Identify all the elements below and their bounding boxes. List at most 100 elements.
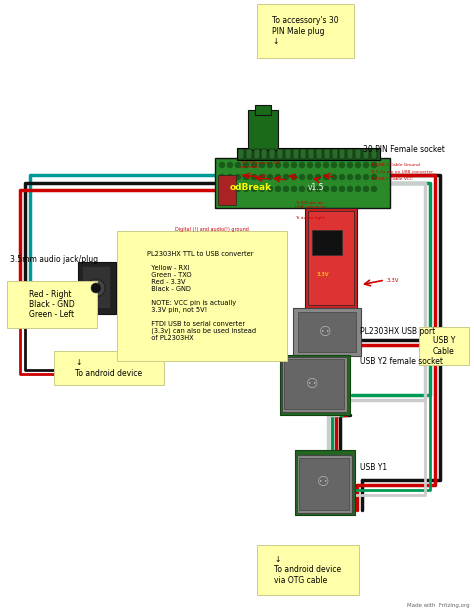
Text: ↓
To android device
via OTG cable: ↓ To android device via OTG cable [274, 555, 342, 585]
Text: Digital (!) and audio(!) ground: Digital (!) and audio(!) ground [175, 227, 249, 232]
Bar [355, 149, 361, 159]
Circle shape [308, 186, 312, 191]
Circle shape [259, 186, 264, 191]
Text: USB Y
Cable: USB Y Cable [433, 337, 455, 356]
Circle shape [356, 162, 361, 167]
Circle shape [364, 162, 368, 167]
Text: 3.5mm audio jack/plug: 3.5mm audio jack/plug [10, 256, 98, 264]
Bar [293, 308, 361, 356]
Text: ⚇: ⚇ [306, 377, 318, 391]
Bar [298, 312, 356, 352]
Circle shape [316, 186, 320, 191]
Bar [246, 149, 252, 159]
Bar [282, 357, 347, 412]
Circle shape [323, 186, 328, 191]
Text: Made with  Fritzing.org: Made with Fritzing.org [407, 603, 470, 608]
Circle shape [275, 175, 281, 180]
Text: To TXO pin on USB
converter: To TXO pin on USB converter [240, 161, 280, 169]
Circle shape [372, 175, 376, 180]
Bar [316, 149, 322, 159]
Bar [280, 355, 350, 415]
Text: USB Y1: USB Y1 [360, 463, 387, 473]
Circle shape [252, 162, 256, 167]
Text: USB Y2 female socket: USB Y2 female socket [360, 357, 443, 367]
Text: 3.3V: 3.3V [387, 278, 400, 283]
Circle shape [308, 175, 312, 180]
Circle shape [252, 186, 256, 191]
Circle shape [364, 186, 368, 191]
Circle shape [347, 175, 353, 180]
Bar [255, 105, 271, 115]
Circle shape [292, 162, 297, 167]
Circle shape [275, 162, 281, 167]
Text: 3.3V: 3.3V [317, 273, 329, 278]
Circle shape [372, 162, 376, 167]
Circle shape [300, 175, 304, 180]
Text: Red - Right
Black - GND
Green - Left: Red - Right Black - GND Green - Left [29, 289, 75, 319]
Circle shape [275, 186, 281, 191]
FancyBboxPatch shape [54, 351, 164, 385]
Bar [347, 149, 353, 159]
Circle shape [339, 186, 345, 191]
Bar [305, 208, 357, 308]
Circle shape [283, 175, 289, 180]
Text: To RXI pin on
USB converter: To RXI pin on USB converter [295, 200, 327, 209]
Circle shape [252, 175, 256, 180]
Circle shape [356, 186, 361, 191]
Text: To 3.3v pin on USB converter: To 3.3v pin on USB converter [370, 170, 433, 174]
Circle shape [236, 186, 240, 191]
Bar [218, 175, 236, 205]
Circle shape [267, 175, 273, 180]
Bar [301, 149, 306, 159]
Bar [295, 450, 355, 515]
FancyBboxPatch shape [7, 281, 97, 328]
Text: To USB Y Cable Ground: To USB Y Cable Ground [370, 163, 420, 167]
Circle shape [219, 186, 225, 191]
Bar [308, 211, 354, 305]
Text: To audio left: To audio left [240, 174, 266, 178]
Circle shape [219, 162, 225, 167]
Circle shape [267, 186, 273, 191]
Text: To USB Y Cable VCC: To USB Y Cable VCC [370, 177, 413, 181]
Bar [297, 455, 352, 513]
Bar [312, 230, 342, 255]
Circle shape [244, 186, 248, 191]
Text: ⚇: ⚇ [319, 325, 331, 339]
Circle shape [267, 162, 273, 167]
Circle shape [331, 175, 337, 180]
FancyBboxPatch shape [419, 327, 469, 365]
Circle shape [244, 162, 248, 167]
Bar [248, 110, 278, 150]
Circle shape [347, 162, 353, 167]
Bar [324, 149, 330, 159]
Circle shape [236, 175, 240, 180]
Circle shape [356, 175, 361, 180]
Circle shape [283, 186, 289, 191]
Circle shape [292, 175, 297, 180]
Bar [339, 149, 346, 159]
Bar [82, 266, 110, 308]
Circle shape [292, 186, 297, 191]
Circle shape [300, 186, 304, 191]
Circle shape [283, 162, 289, 167]
Bar [285, 149, 291, 159]
Text: ⚇: ⚇ [317, 475, 329, 489]
Circle shape [339, 162, 345, 167]
Bar [254, 149, 260, 159]
Bar [299, 458, 349, 510]
FancyBboxPatch shape [257, 4, 354, 58]
Circle shape [331, 186, 337, 191]
Circle shape [259, 175, 264, 180]
Circle shape [364, 175, 368, 180]
Bar [238, 149, 244, 159]
Bar [237, 148, 380, 160]
Circle shape [323, 175, 328, 180]
Circle shape [308, 162, 312, 167]
Circle shape [228, 186, 233, 191]
Bar [363, 149, 369, 159]
Circle shape [339, 175, 345, 180]
Text: To accessory's 30
PIN Male plug
↓: To accessory's 30 PIN Male plug ↓ [272, 16, 339, 46]
Circle shape [236, 162, 240, 167]
Text: PL2303HX TTL to USB converter

  Yellow - RXI
  Green - TXO
  Red - 3.3V
  Black: PL2303HX TTL to USB converter Yellow - R… [147, 251, 256, 341]
Bar [292, 149, 299, 159]
